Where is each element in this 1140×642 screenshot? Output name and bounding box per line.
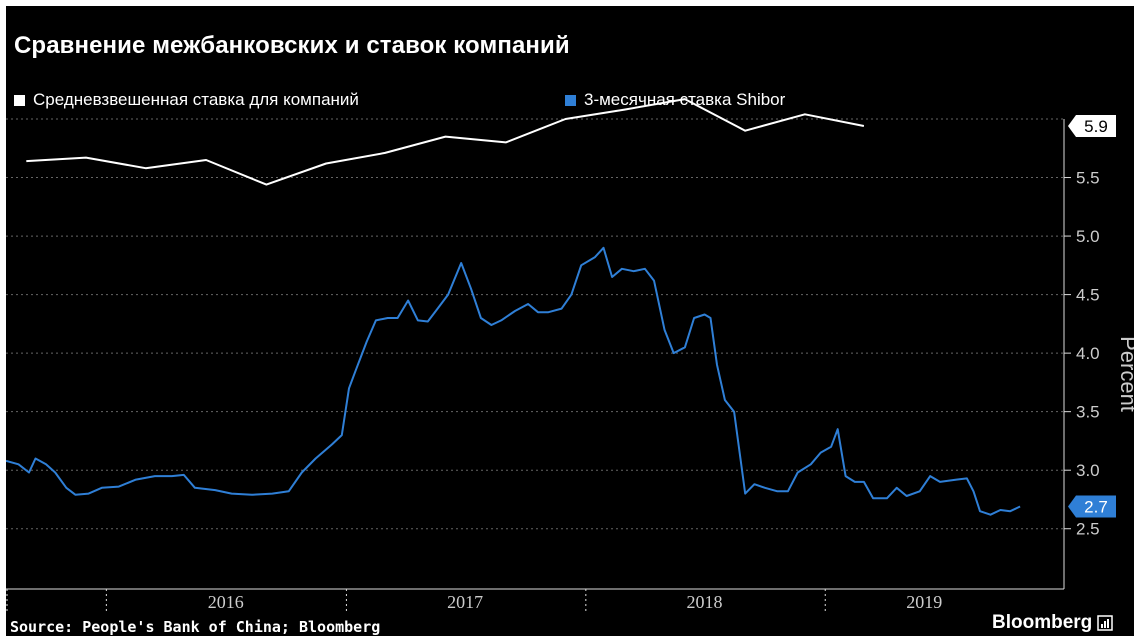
last-value-label-corporate: 5.9	[1084, 117, 1108, 136]
chart-frame: Сравнение межбанковских и ставок компани…	[6, 6, 1134, 636]
chart-title: Сравнение межбанковских и ставок компани…	[14, 32, 570, 59]
y-tick-label: 3.0	[1076, 461, 1100, 480]
last-value-tag-corporate	[1068, 115, 1116, 138]
brand-name: Bloomberg	[992, 612, 1093, 633]
line-chart: 2.5 3.0 3.5 4.0 4.5 5.0 5.5 Percent 2016 2017 2018…	[6, 98, 1134, 612]
brand-logo: Bloomberg	[992, 612, 1114, 634]
y-tick-label: 3.5	[1076, 403, 1100, 422]
series-line-corporate	[26, 98, 865, 186]
series-line-shibor	[6, 246, 1021, 516]
x-tick-label: 2018	[687, 592, 723, 612]
legend-swatch-shibor	[565, 94, 576, 106]
last-value-label-shibor: 2.7	[1084, 497, 1108, 516]
x-tick-label: 2016	[208, 592, 244, 612]
bar-chart-icon	[1097, 615, 1114, 631]
legend-label-corporate: Средневзвешенная ставка для компаний	[33, 90, 359, 109]
legend-swatch-corporate	[14, 94, 25, 106]
y-tick-label: 5.5	[1076, 169, 1100, 188]
legend-item-corporate: Средневзвешенная ставка для компаний	[14, 90, 359, 110]
x-tick-label: 2019	[906, 592, 942, 612]
source-note: Source: People's Bank of China; Bloomber…	[10, 618, 381, 636]
y-tick-label: 4.5	[1076, 286, 1100, 305]
last-value-tag-shibor	[1068, 495, 1116, 518]
x-tick-label: 2017	[447, 592, 483, 612]
y-tick-label: 2.5	[1076, 520, 1100, 539]
y-axis-label: Percent	[1116, 336, 1134, 412]
y-tick-label: 4.0	[1076, 344, 1100, 363]
y-tick-label: 5.0	[1076, 227, 1100, 246]
